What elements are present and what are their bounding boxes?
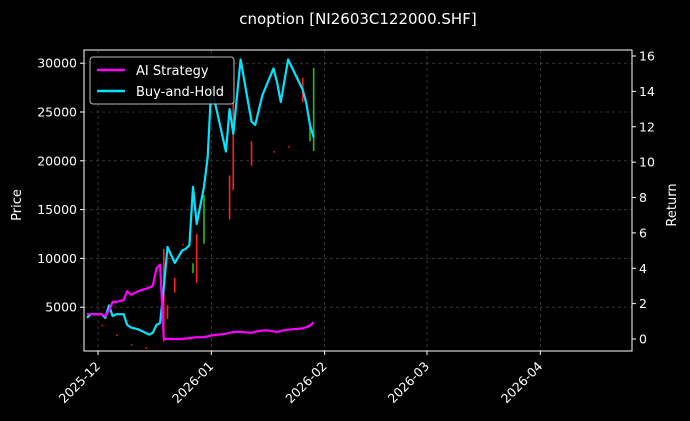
y-tick-label-right: 0 (639, 332, 647, 347)
y-tick-label-right: 10 (639, 155, 655, 170)
right-y-axis: 0 2 4 6 8 10 12 14 16 (632, 49, 655, 347)
return-lines (86, 58, 315, 341)
legend: AI Strategy Buy-and-Hold (89, 56, 235, 105)
y-tick-label-left: 30000 (37, 56, 77, 71)
y-tick-label-left: 25000 (37, 105, 77, 120)
chart-title: cnoption [NI2603C122000.SHF] (239, 10, 476, 28)
legend-label-buy-and-hold: Buy-and-Hold (136, 85, 224, 100)
y-tick-label-right: 8 (639, 190, 647, 205)
right-axis-label: Return (665, 183, 680, 226)
y-tick-label-left: 5000 (45, 300, 77, 315)
left-axis-label: Price (10, 189, 25, 221)
y-tick-label-left: 10000 (37, 251, 77, 266)
series-line-buy-and-hold (86, 58, 315, 336)
y-tick-label-right: 6 (639, 225, 647, 240)
legend-label-ai-strategy: AI Strategy (136, 64, 209, 79)
y-tick-label-right: 2 (639, 296, 647, 311)
plot-frame (83, 49, 633, 352)
y-tick-label-left: 20000 (37, 153, 77, 168)
y-tick-label-left: 15000 (37, 202, 77, 217)
left-y-axis: 5000 10000 15000 20000 25000 30000 (37, 56, 84, 315)
y-tick-label-right: 14 (639, 84, 655, 99)
series-line-ai-strategy (87, 263, 315, 341)
y-tick-label-right: 16 (639, 49, 655, 64)
y-tick-label-right: 4 (639, 261, 647, 276)
y-tick-label-right: 12 (639, 119, 655, 134)
